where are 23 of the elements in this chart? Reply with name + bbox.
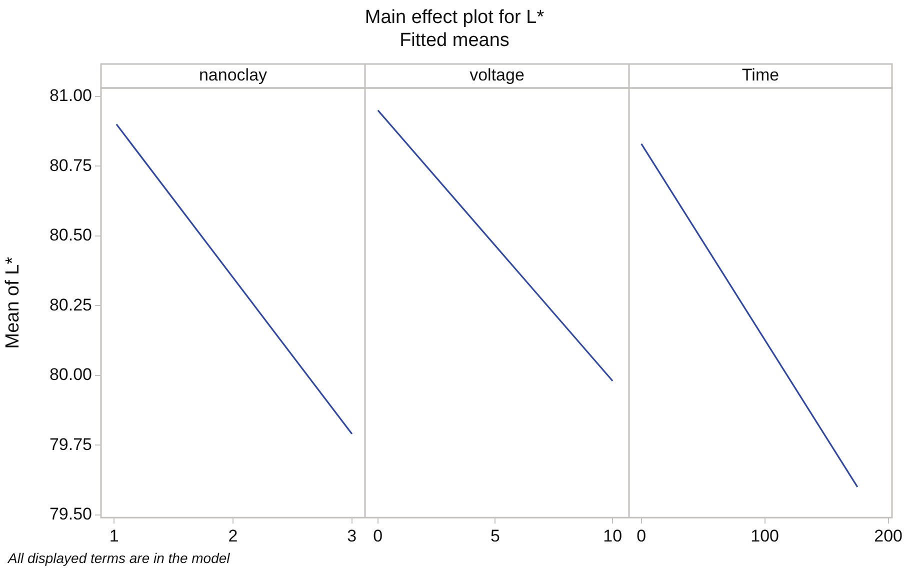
chart-title: Time [742,66,780,85]
x-tick-label: 2 [228,526,238,546]
x-tick-label: 0 [373,526,383,546]
y-tick-label: 80.25 [49,295,92,314]
x-tick-label: 1 [109,526,119,546]
x-tick-label: 3 [347,526,357,546]
y-tick-label: 81.00 [49,86,92,106]
text: Main effect plot for L* [364,6,546,29]
y-tick-label: 80.75 [49,156,92,175]
x-tick-label: 5 [490,526,500,546]
chart-title: nanoclay [198,66,268,85]
x-tick-label: 10 [603,526,622,546]
y-tick-label: 79.75 [49,434,92,454]
text: All displayed terms are in the model [8,550,230,566]
chart-title: voltage [470,66,524,85]
y-tick-label: 79.50 [49,504,92,524]
x-tick-label: 200 [874,526,902,546]
x-tick-label: 100 [750,526,780,546]
y-tick-label: 80.00 [49,365,92,384]
text: Fitted means [398,29,510,52]
y-tick-label: 80.50 [49,226,92,245]
x-tick-label: 0 [636,526,646,546]
y-axis-title: Mean of L* [2,256,24,349]
